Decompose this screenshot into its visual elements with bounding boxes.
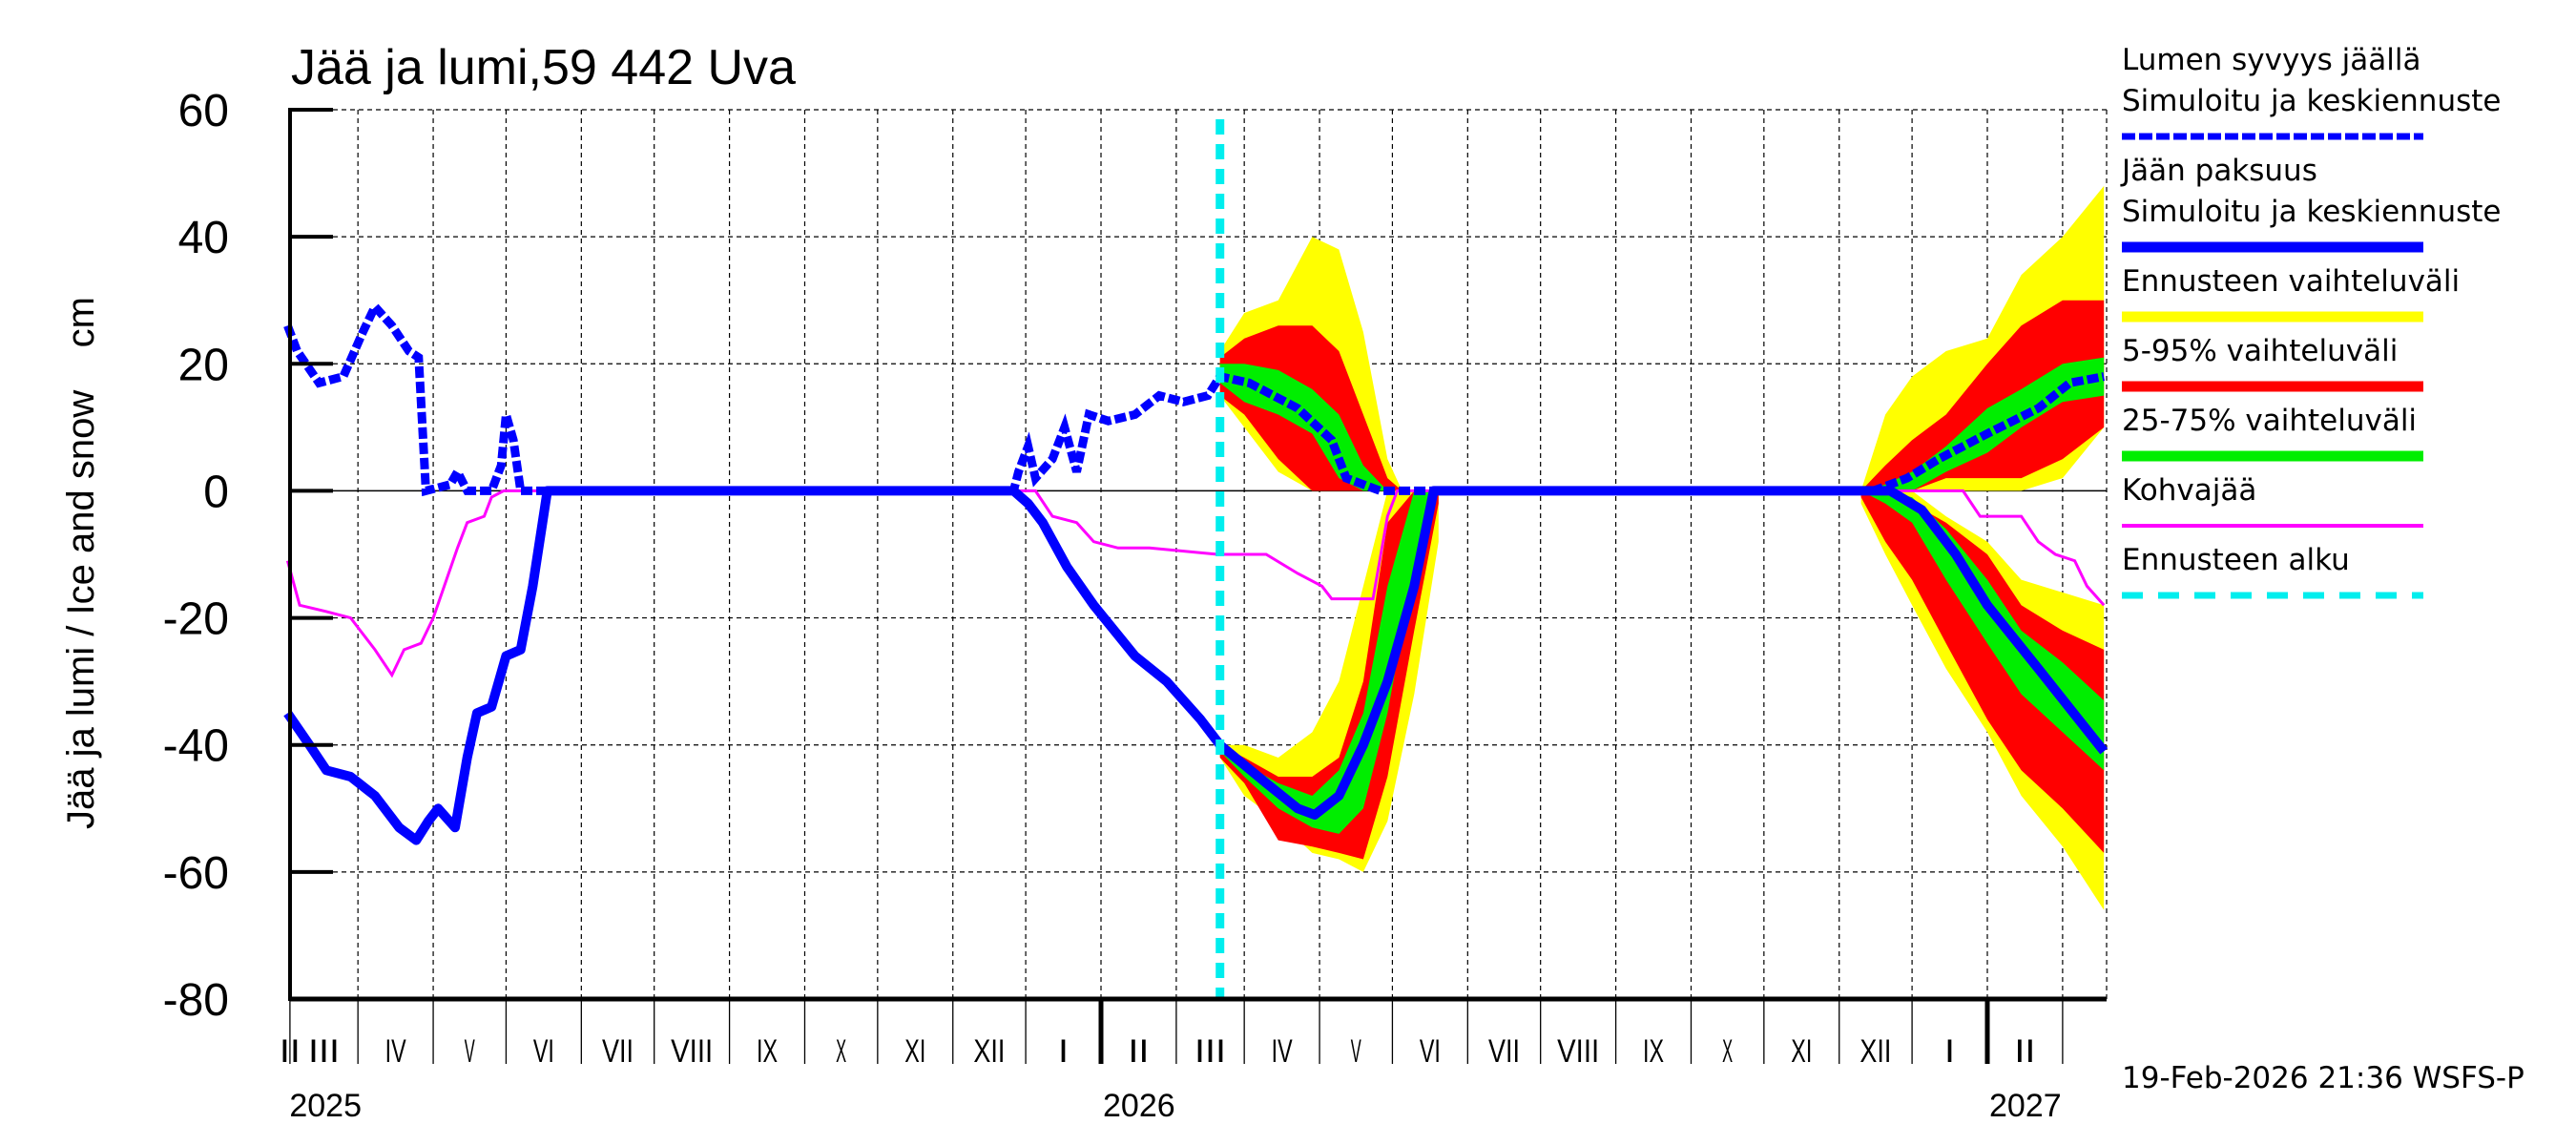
legend-label: Ennusteen vaihteluväli bbox=[2122, 264, 2460, 299]
month-label: V bbox=[465, 1033, 475, 1070]
y-tick-label: 0 bbox=[203, 467, 229, 517]
month-label: I bbox=[1058, 1033, 1069, 1070]
month-label: VI bbox=[533, 1033, 554, 1070]
month-label: II bbox=[280, 1033, 301, 1070]
month-label: XII bbox=[973, 1033, 1005, 1070]
y-tick-label: -80 bbox=[163, 975, 229, 1026]
month-label: III bbox=[308, 1033, 340, 1070]
slush-line bbox=[285, 489, 2106, 678]
ice-p5_95-band bbox=[1860, 490, 2105, 853]
month-label: V bbox=[1351, 1033, 1361, 1070]
month-label: IX bbox=[757, 1033, 778, 1070]
timestamp: 19-Feb-2026 21:36 WSFS-P bbox=[2122, 1061, 2524, 1095]
month-label: VIII bbox=[1557, 1033, 1599, 1070]
snow-depth-line bbox=[283, 299, 2106, 497]
y-tick-label: 40 bbox=[178, 213, 229, 263]
legend: Lumen syvyys jäällä Simuloitu ja keskienn… bbox=[2120, 43, 2501, 599]
month-label: VII bbox=[1488, 1033, 1520, 1070]
month-label: IV bbox=[385, 1033, 406, 1070]
grid bbox=[289, 109, 2108, 999]
y-tick-label: 20 bbox=[178, 340, 229, 390]
year-label: 2025 bbox=[289, 1088, 362, 1124]
month-label: III bbox=[1195, 1033, 1226, 1070]
forecast-bands bbox=[1219, 185, 2105, 910]
month-label: X bbox=[1722, 1033, 1733, 1070]
y-tick-label: -20 bbox=[163, 594, 229, 645]
month-label: VIII bbox=[671, 1033, 713, 1070]
month-label: IV bbox=[1272, 1033, 1293, 1070]
month-label: VII bbox=[602, 1033, 634, 1070]
legend-label: 5-95% vaihteluväli bbox=[2122, 334, 2398, 368]
month-label: XII bbox=[1859, 1033, 1891, 1070]
month-label: XI bbox=[1791, 1033, 1812, 1070]
y-tick-label: -40 bbox=[163, 721, 229, 772]
month-label: IX bbox=[1643, 1033, 1664, 1070]
legend-label: Simuloitu ja keskiennuste bbox=[2122, 84, 2501, 118]
month-label: VI bbox=[1420, 1033, 1441, 1070]
legend-label: Simuloitu ja keskiennuste bbox=[2122, 195, 2501, 229]
ice-thickness-line bbox=[283, 486, 2109, 845]
y-tick-label: 60 bbox=[178, 86, 229, 136]
y-axis-label: Jää ja lumi / Ice and snow cm bbox=[60, 297, 102, 829]
snow-p5_95-band bbox=[1860, 300, 2105, 491]
snow-p25_75-band bbox=[1860, 357, 2105, 491]
month-label: II bbox=[2014, 1033, 2035, 1070]
legend-label: Lumen syvyys jäällä bbox=[2122, 43, 2421, 77]
y-tick-label: -60 bbox=[163, 848, 229, 899]
chart-title: Jää ja lumi,59 442 Uva bbox=[291, 40, 796, 95]
month-label: XI bbox=[904, 1033, 925, 1070]
year-label: 2027 bbox=[1989, 1088, 2062, 1124]
legend-label: 25-75% vaihteluväli bbox=[2122, 404, 2417, 438]
year-label: 2026 bbox=[1103, 1088, 1175, 1124]
series-lines bbox=[283, 119, 2109, 999]
legend-label: Ennusteen alku bbox=[2122, 543, 2350, 577]
ice-p5_95-band bbox=[1219, 490, 1439, 860]
month-label: I bbox=[1944, 1033, 1955, 1070]
ice-p25_75-band bbox=[1860, 490, 2105, 771]
legend-label: Kohvajää bbox=[2122, 473, 2256, 508]
legend-label: Jään paksuus bbox=[2120, 154, 2317, 188]
month-label: II bbox=[1128, 1033, 1149, 1070]
month-label: X bbox=[836, 1033, 846, 1070]
